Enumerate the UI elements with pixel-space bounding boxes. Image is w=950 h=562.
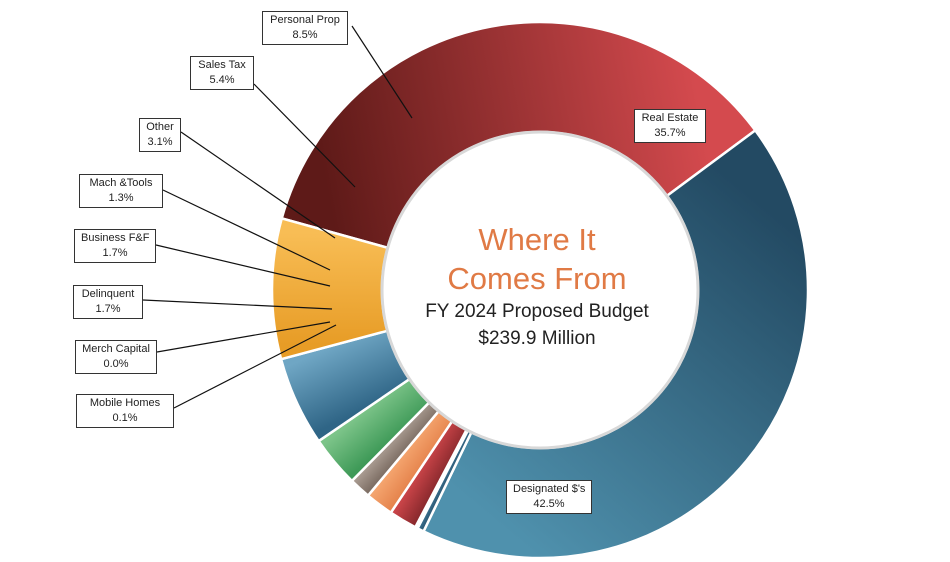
- label-value: 0.1%: [112, 412, 138, 424]
- chart-title-line2: Comes From: [447, 261, 627, 296]
- label-name: Mach &Tools: [89, 177, 153, 189]
- leader-line-mobile-homes: [173, 324, 337, 409]
- label-other: Other 3.1%: [139, 118, 181, 152]
- label-name: Other: [146, 121, 174, 133]
- chart-title: Where It Comes From: [407, 220, 667, 298]
- leader-line-other: [180, 131, 336, 239]
- label-name: Personal Prop: [270, 14, 340, 26]
- label-merch-capital: Merch Capital 0.0%: [75, 340, 157, 374]
- chart-title-line1: Where It: [478, 222, 596, 257]
- label-name: Real Estate: [641, 112, 699, 124]
- label-value: 42.5%: [533, 498, 565, 510]
- leader-lines: [142, 25, 413, 409]
- chart-subtitle-line1: FY 2024 Proposed Budget: [425, 301, 649, 322]
- label-value: 1.7%: [95, 303, 121, 315]
- label-name: Business F&F: [81, 232, 150, 244]
- label-business-f-f: Business F&F 1.7%: [74, 229, 156, 263]
- label-name: Delinquent: [81, 288, 135, 300]
- leader-line-business-f-f: [155, 244, 331, 287]
- label-value: 3.1%: [147, 136, 173, 148]
- label-sales-tax: Sales Tax 5.4%: [190, 56, 254, 90]
- label-name: Designated $'s: [513, 483, 586, 495]
- label-designated-s: Designated $'s 42.5%: [506, 480, 592, 514]
- label-personal-prop: Personal Prop 8.5%: [262, 11, 348, 45]
- leader-line-delinquent: [142, 299, 333, 310]
- label-name: Merch Capital: [82, 343, 150, 355]
- label-value: 0.0%: [103, 358, 129, 370]
- label-delinquent: Delinquent 1.7%: [73, 285, 143, 319]
- leader-line-merch-capital: [156, 321, 331, 353]
- label-value: 8.5%: [292, 29, 318, 41]
- slices-layer: [270, 20, 810, 560]
- leader-line-mach-tools: [162, 189, 331, 271]
- donut-hole: [380, 130, 700, 450]
- label-name: Sales Tax: [198, 59, 246, 71]
- label-value: 5.4%: [209, 74, 235, 86]
- leader-line-sales-tax: [253, 83, 356, 188]
- label-name: Mobile Homes: [89, 397, 161, 409]
- leader-line-personal-prop: [351, 25, 413, 119]
- label-value: 1.7%: [102, 247, 128, 259]
- label-value: 35.7%: [654, 127, 686, 139]
- label-mach-tools: Mach &Tools 1.3%: [79, 174, 163, 208]
- label-mobile-homes: Mobile Homes 0.1%: [76, 394, 174, 428]
- chart-subtitle-line2: $239.9 Million: [478, 328, 596, 349]
- chart-subtitle: FY 2024 Proposed Budget $239.9 Million: [387, 298, 687, 352]
- label-real-estate: Real Estate 35.7%: [634, 109, 706, 143]
- label-value: 1.3%: [108, 192, 134, 204]
